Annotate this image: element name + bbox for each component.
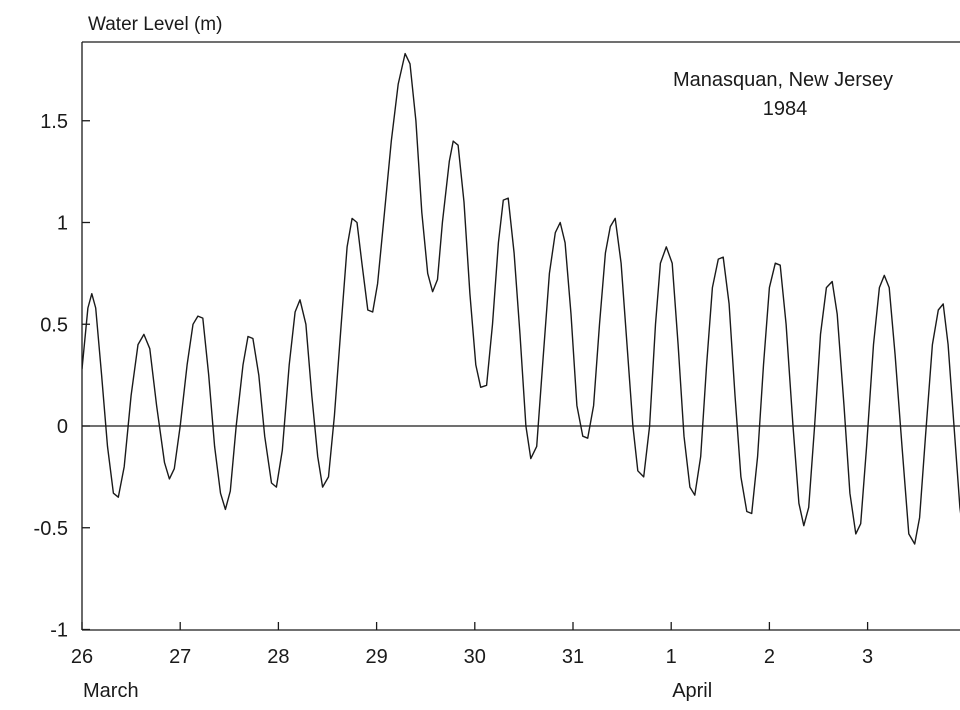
x-axis-ticks: 26 27 28 29 30 31 1 2 3 bbox=[71, 622, 873, 668]
month-label: April bbox=[672, 680, 712, 702]
y-tick-label: 0.5 bbox=[40, 314, 68, 336]
month-labels: March April bbox=[83, 680, 712, 702]
location-annotation: Manasquan, New Jersey bbox=[673, 69, 893, 91]
x-tick-label: 2 bbox=[764, 646, 775, 668]
water-level-series-line bbox=[82, 52, 960, 545]
x-tick-label: 26 bbox=[71, 646, 93, 668]
x-tick-label: 30 bbox=[464, 646, 486, 668]
x-tick-label: 1 bbox=[666, 646, 677, 668]
x-tick-label: 29 bbox=[365, 646, 387, 668]
y-tick-label: 1.5 bbox=[40, 111, 68, 133]
y-tick-label: 1 bbox=[57, 213, 68, 235]
x-tick-label: 31 bbox=[562, 646, 584, 668]
y-tick-label: -1 bbox=[50, 620, 68, 642]
year-annotation: 1984 bbox=[763, 98, 808, 120]
y-axis-ticks: -1 -0.5 0 0.5 1 1.5 bbox=[34, 111, 90, 642]
x-tick-label: 28 bbox=[267, 646, 289, 668]
y-tick-label: -0.5 bbox=[34, 518, 68, 540]
x-tick-label: 27 bbox=[169, 646, 191, 668]
month-label: March bbox=[83, 680, 139, 702]
x-tick-label: 3 bbox=[862, 646, 873, 668]
y-axis-label: Water Level (m) bbox=[88, 14, 222, 35]
y-tick-label: 0 bbox=[57, 416, 68, 438]
